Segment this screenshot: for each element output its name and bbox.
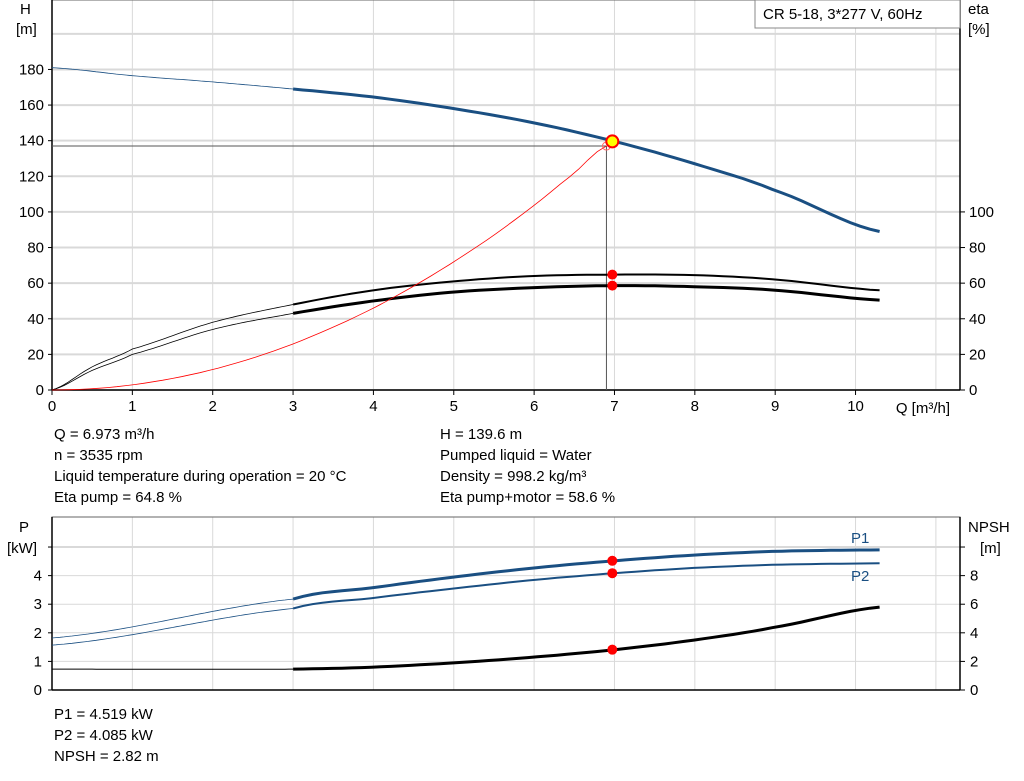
readout-q: Q = 6.973 m³/h xyxy=(54,426,155,443)
title-box xyxy=(754,0,961,29)
x-tick-label: 6 xyxy=(530,398,538,415)
y-axis-unit-right: [m] xyxy=(980,540,1001,557)
y-tick-label-right: 0 xyxy=(969,382,977,399)
y-tick-label-right: 60 xyxy=(969,275,986,292)
readout-n: n = 3535 rpm xyxy=(54,447,143,464)
y-tick-label-left: 180 xyxy=(19,61,44,78)
y-tick-label-right: 20 xyxy=(969,346,986,363)
readout-eta-pump: Eta pump = 64.8 % xyxy=(54,489,182,506)
npsh-curve xyxy=(293,605,880,671)
y-tick-label-left: 100 xyxy=(19,204,44,221)
y-axis-unit-right: [%] xyxy=(968,21,990,38)
readout-p2: P2 = 4.085 kW xyxy=(54,727,153,744)
system-curve xyxy=(51,145,607,391)
readouts-power: P1 = 4.519 kW P2 = 4.085 kW NPSH = 2.82 … xyxy=(54,704,159,767)
x-tick-label: 4 xyxy=(369,398,377,415)
p1-duty-point xyxy=(607,555,618,566)
y-tick-label-right: 8 xyxy=(970,568,978,585)
readout-p1: P1 = 4.519 kW xyxy=(54,706,153,723)
y-tick-label-right: 100 xyxy=(969,204,994,221)
h-duty-point xyxy=(605,134,620,149)
y-tick-label-left: 60 xyxy=(27,275,44,292)
x-tick-label: 8 xyxy=(691,398,699,415)
H-curve-extrapolated xyxy=(51,67,294,90)
y-tick-label-left: 2 xyxy=(34,625,42,642)
y-axis-label-right: NPSH xyxy=(968,519,1010,536)
p1-curve xyxy=(292,548,880,601)
plot-frame xyxy=(51,516,961,691)
eta_pump_motor-curve-extrapolated xyxy=(51,313,294,391)
y-tick-label-right: 2 xyxy=(970,653,978,670)
y-tick-label-left: 20 xyxy=(27,346,44,363)
readouts-left: Q = 6.973 m³/h n = 3535 rpm Liquid tempe… xyxy=(54,424,346,508)
y-tick-label-left: 3 xyxy=(34,596,42,613)
x-tick-label: 5 xyxy=(450,398,458,415)
eta_pump-curve-extrapolated xyxy=(51,304,294,391)
readout-density: Density = 998.2 kg/m³ xyxy=(440,468,587,485)
y-tick-label-right: 80 xyxy=(969,240,986,257)
x-tick-label: 0 xyxy=(48,398,56,415)
y-tick-label-left: 80 xyxy=(27,240,44,257)
y-tick-label-left: 0 xyxy=(34,682,42,699)
H-curve xyxy=(292,87,880,233)
y-tick-label-right: 40 xyxy=(969,311,986,328)
p2-curve xyxy=(292,562,880,610)
x-tick-label: 3 xyxy=(289,398,297,415)
title-box-text: CR 5-18, 3*277 V, 60Hz xyxy=(763,6,923,23)
y-tick-label-left: 4 xyxy=(34,568,42,585)
x-axis-label: Q [m³/h] xyxy=(896,400,950,417)
y-tick-label-right: 0 xyxy=(970,682,978,699)
y-tick-label-right: 4 xyxy=(970,625,978,642)
plot-frame xyxy=(51,0,961,391)
y-axis-label-left: H xyxy=(20,1,31,18)
x-tick-label: 1 xyxy=(128,398,136,415)
y-tick-label-left: 140 xyxy=(19,133,44,150)
eta-pump-motor-duty-point xyxy=(607,280,618,291)
p2-series-label: P2 xyxy=(851,568,869,585)
p1-curve-extrapolated xyxy=(51,598,294,639)
y-tick-label-left: 0 xyxy=(36,382,44,399)
npsh-duty-point xyxy=(607,644,618,655)
y-axis-label-right: eta xyxy=(968,1,990,18)
p2-duty-point xyxy=(607,568,618,579)
readout-temp: Liquid temperature during operation = 20… xyxy=(54,468,347,485)
readout-liquid: Pumped liquid = Water xyxy=(440,447,592,464)
readout-h: H = 139.6 m xyxy=(440,426,523,443)
y-tick-label-left: 120 xyxy=(19,168,44,185)
y-axis-label-left: P xyxy=(19,519,29,536)
x-tick-label: 9 xyxy=(771,398,779,415)
y-tick-label-left: 40 xyxy=(27,311,44,328)
y-tick-label-right: 6 xyxy=(970,596,978,613)
y-axis-unit-left: [kW] xyxy=(7,540,37,557)
p1-series-label: P1 xyxy=(851,530,869,547)
eta-pump-duty-point xyxy=(607,269,618,280)
y-tick-label-left: 1 xyxy=(34,653,42,670)
readouts-right: H = 139.6 m Pumped liquid = Water Densit… xyxy=(440,424,615,508)
x-tick-label: 10 xyxy=(847,398,864,415)
y-axis-unit-left: [m] xyxy=(16,21,37,38)
x-tick-label: 7 xyxy=(610,398,618,415)
x-tick-label: 2 xyxy=(209,398,217,415)
y-tick-label-left: 160 xyxy=(19,97,44,114)
p2-curve-extrapolated xyxy=(51,608,294,646)
eta_pump-curve xyxy=(292,273,880,306)
readout-npsh: NPSH = 2.82 m xyxy=(54,748,159,765)
readout-eta-pump-motor: Eta pump+motor = 58.6 % xyxy=(440,489,616,506)
